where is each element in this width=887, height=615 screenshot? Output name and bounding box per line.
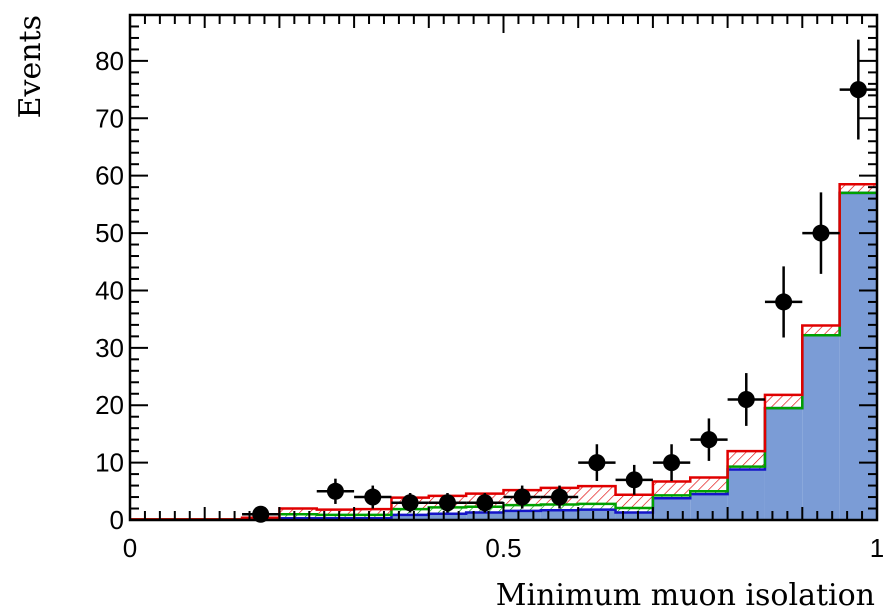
stack-blue-bar: [615, 512, 653, 520]
data-point: [690, 418, 728, 461]
data-point-marker: [737, 390, 755, 408]
data-point: [316, 478, 355, 504]
stack-blue-bar: [466, 512, 504, 520]
stack-red-bar: [764, 394, 803, 409]
axes: 0 10 20 30 40 50 60 70 80 0 0.5 1: [95, 14, 884, 563]
data-point-marker: [775, 293, 793, 311]
stack-blue-bar: [578, 509, 616, 520]
data-point-marker: [588, 454, 606, 472]
data-point-marker: [551, 488, 569, 506]
plot-area: [130, 183, 877, 521]
stack-blue-bar: [652, 498, 691, 520]
stack-green-bar: [727, 466, 765, 470]
y-tick-label: 80: [95, 46, 124, 76]
stack-blue-bar: [503, 510, 541, 520]
stack-blue-bar: [391, 514, 429, 520]
data-point: [764, 266, 803, 338]
stack-green-bar: [279, 514, 317, 519]
y-tick-label: 0: [110, 505, 124, 535]
stack-red-bar: [578, 486, 616, 504]
stack-red-bar: [652, 481, 691, 496]
stack-red-bar: [279, 508, 317, 515]
data-point-marker: [700, 431, 718, 449]
stack-green-bar: [615, 507, 653, 513]
data-point-marker: [326, 482, 344, 500]
data-point-marker: [438, 494, 456, 512]
data-point-marker: [663, 454, 681, 472]
stack-green-bar: [652, 495, 691, 499]
stack-red-bar: [727, 451, 765, 467]
data-point: [727, 373, 765, 426]
stack-red-bar: [615, 494, 653, 508]
data-point-marker: [401, 494, 419, 512]
data-point: [615, 464, 653, 495]
stack-blue-bar: [540, 510, 579, 520]
y-tick-label: 50: [95, 218, 124, 248]
stack-blue-bar: [839, 192, 877, 521]
y-tick-label: 40: [95, 275, 124, 305]
stack-red-bar: [316, 509, 355, 515]
data-point-marker: [812, 224, 830, 242]
data-point: [428, 493, 467, 513]
stack-green-bar: [690, 491, 728, 495]
data-point: [466, 493, 504, 513]
y-tick-label: 20: [95, 390, 124, 420]
data-point: [354, 485, 392, 509]
data-point-marker: [849, 81, 867, 99]
data-point-marker: [625, 471, 643, 489]
stack-green-bar: [578, 503, 616, 510]
y-tick-label: 60: [95, 161, 124, 191]
data-points: [242, 39, 877, 523]
stack-blue-outline: [130, 191, 877, 521]
stack-blue-bar: [428, 513, 467, 520]
y-tick-label: 30: [95, 333, 124, 363]
stack-red-bar: [354, 509, 392, 515]
y-tick-label: 10: [95, 448, 124, 478]
stack-blue-bar: [727, 469, 765, 520]
data-point-marker: [476, 494, 494, 512]
stack-green-bar: [316, 514, 355, 519]
data-point: [839, 39, 877, 140]
stack-blue-bar: [690, 494, 728, 520]
data-point-marker: [513, 488, 531, 506]
data-point: [503, 485, 541, 509]
stack-red-bar: [690, 477, 728, 492]
stack-green-bar: [354, 514, 392, 519]
x-tick-label: 0: [123, 533, 137, 563]
data-point: [540, 485, 579, 509]
stack-blue-bar: [764, 408, 803, 520]
data-point: [802, 192, 840, 274]
stack-red-bar: [802, 325, 840, 336]
data-point-marker: [364, 488, 382, 506]
y-axis-title: Events: [13, 15, 48, 118]
data-point: [391, 493, 429, 513]
data-point: [652, 444, 691, 481]
x-axis-title: Minimum muon isolation: [496, 578, 875, 613]
data-point: [578, 444, 616, 481]
stack-red-bar: [839, 184, 877, 193]
stack-blue-bar: [802, 335, 840, 520]
x-tick-label: 0.5: [485, 533, 521, 563]
y-tick-label: 70: [95, 103, 124, 133]
x-tick-label: 1: [870, 533, 884, 563]
